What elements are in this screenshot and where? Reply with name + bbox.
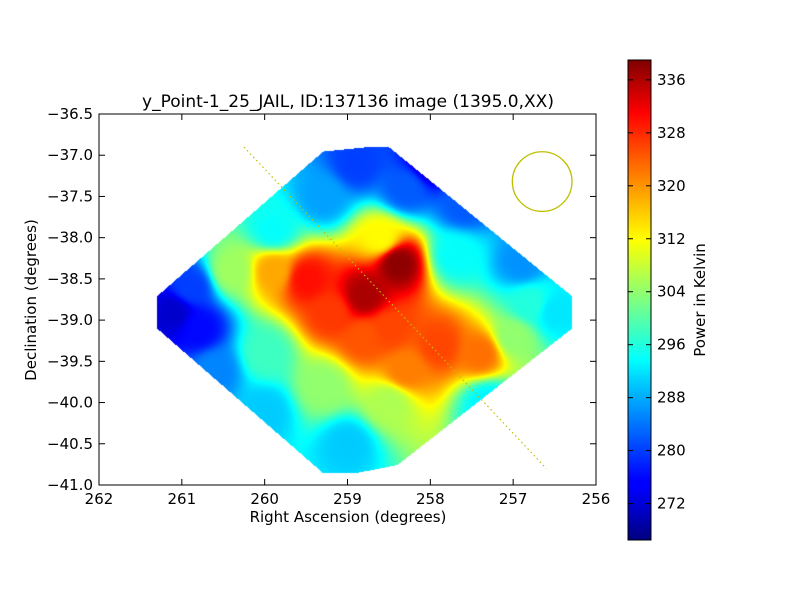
x-axis-label: Right Ascension (degrees) [250, 508, 447, 526]
chart-title: y_Point-1_25_JAIL, ID:137136 image (1395… [142, 92, 554, 112]
y-tick-label: −36.5 [47, 105, 93, 123]
colorbar-tick-label: 312 [657, 230, 686, 248]
colorbar [627, 59, 652, 541]
y-axis: −36.5 −37.0 −37.5 −38.0 −38.5 −39.0 −39.5 −40.0… [47, 105, 596, 494]
colorbar-tick-label: 304 [657, 283, 686, 301]
colorbar-ticks: 272 280 288 296 304 312 320 328 336 [628, 71, 686, 513]
y-tick-label: −40.5 [47, 435, 93, 453]
colorbar-label: Power in Kelvin [691, 243, 709, 357]
x-tick-label: 261 [168, 490, 197, 508]
colorbar-tick-label: 296 [657, 336, 686, 354]
y-tick-label: −39.0 [47, 311, 93, 329]
colorbar-tick-label: 320 [657, 177, 686, 195]
colorbar-tick-label: 288 [657, 389, 686, 407]
y-tick-label: −41.0 [47, 476, 93, 494]
colorbar-tick-label: 280 [657, 442, 686, 460]
y-tick-label: −40.0 [47, 394, 93, 412]
beam-circle [511, 151, 573, 213]
y-axis-label: Declination (degrees) [22, 219, 40, 381]
x-tick-label: 259 [333, 490, 362, 508]
x-tick-label: 257 [499, 490, 528, 508]
y-tick-label: −39.5 [47, 352, 93, 370]
overlay-layer [243, 146, 573, 469]
y-tick-label: −37.5 [47, 187, 93, 205]
x-axis: 262 261 260 259 258 257 256 [85, 114, 611, 508]
x-tick-label: 256 [582, 490, 611, 508]
colorbar-tick-label: 336 [657, 71, 686, 89]
x-tick-label: 260 [250, 490, 279, 508]
track-line [243, 146, 547, 469]
colorbar-tick-label: 328 [657, 124, 686, 142]
y-tick-label: −38.0 [47, 229, 93, 247]
y-tick-label: −37.0 [47, 146, 93, 164]
heatmap-image [99, 114, 596, 485]
x-tick-label: 262 [85, 490, 114, 508]
y-tick-label: −38.5 [47, 270, 93, 288]
colorbar-tick-label: 272 [657, 495, 686, 513]
x-tick-label: 258 [416, 490, 445, 508]
